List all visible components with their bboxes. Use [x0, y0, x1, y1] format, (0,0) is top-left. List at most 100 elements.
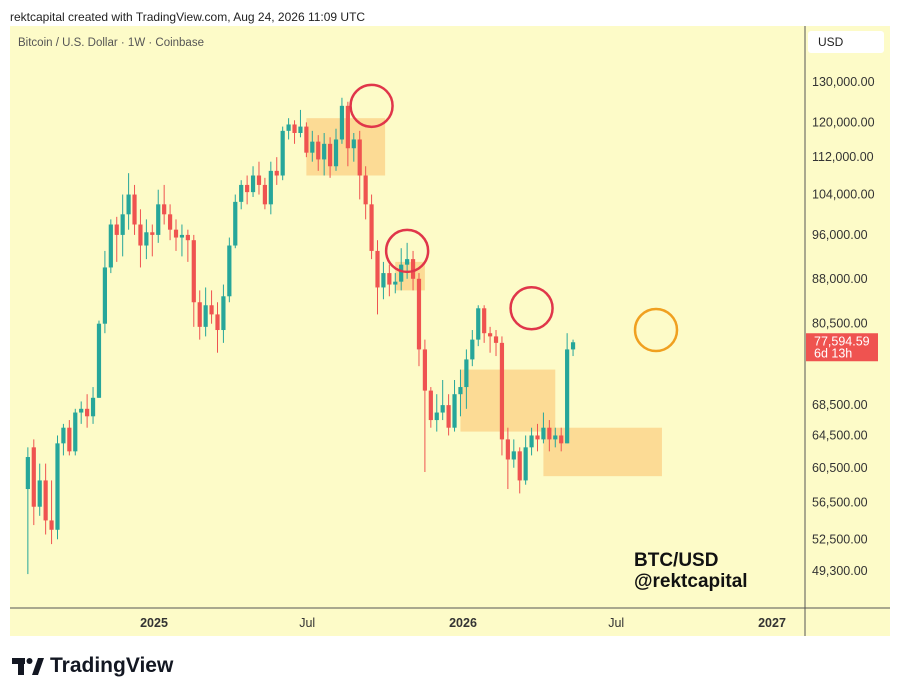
candle-body[interactable]: [416, 278, 422, 350]
candle-body[interactable]: [487, 333, 493, 337]
candle-body[interactable]: [31, 447, 36, 507]
candle-body[interactable]: [191, 240, 196, 303]
candle-body[interactable]: [173, 229, 179, 238]
candle-body[interactable]: [197, 302, 202, 327]
candle-body[interactable]: [120, 214, 125, 235]
candle-body[interactable]: [227, 245, 232, 297]
symbol-description[interactable]: Bitcoin / U.S. Dollar · 1W · Coinbase: [18, 37, 204, 49]
candle-body[interactable]: [245, 184, 250, 193]
candle-body[interactable]: [476, 308, 481, 340]
candle-body[interactable]: [570, 342, 576, 350]
candle-body[interactable]: [215, 314, 220, 331]
candle-body[interactable]: [505, 439, 510, 460]
candle-body[interactable]: [369, 204, 374, 251]
candle-body[interactable]: [363, 175, 368, 205]
candle-body[interactable]: [37, 480, 42, 507]
candle-body[interactable]: [316, 141, 321, 160]
currency-selector[interactable]: USD: [808, 31, 884, 53]
candle-body[interactable]: [61, 427, 66, 444]
candle-body[interactable]: [351, 139, 356, 149]
candle-body[interactable]: [393, 281, 398, 285]
candle-body[interactable]: [553, 435, 558, 440]
candle-body[interactable]: [517, 451, 522, 481]
candle-body[interactable]: [25, 457, 30, 490]
candle-body[interactable]: [428, 390, 433, 421]
candle-body[interactable]: [381, 273, 386, 288]
candle-body[interactable]: [470, 339, 475, 360]
candle-body[interactable]: [43, 480, 48, 521]
candle-body[interactable]: [422, 349, 428, 391]
candle-body[interactable]: [327, 143, 333, 167]
candle-body[interactable]: [67, 427, 72, 452]
candle-body[interactable]: [434, 412, 439, 421]
candle-body[interactable]: [167, 214, 173, 230]
candle-body[interactable]: [535, 435, 540, 440]
candle-body[interactable]: [239, 184, 244, 202]
candle-body[interactable]: [262, 184, 268, 205]
candle-body[interactable]: [559, 435, 564, 444]
candle-body[interactable]: [79, 408, 84, 413]
candle-body[interactable]: [482, 308, 487, 334]
candle-body[interactable]: [55, 443, 60, 530]
candle-body[interactable]: [126, 194, 131, 215]
candle-body[interactable]: [405, 259, 410, 265]
candle-body[interactable]: [150, 232, 155, 235]
candle-body[interactable]: [250, 175, 256, 193]
candle-body[interactable]: [333, 139, 339, 167]
candle-body[interactable]: [399, 264, 404, 282]
candle-body[interactable]: [274, 170, 279, 176]
candle-body[interactable]: [298, 126, 303, 133]
candle-body[interactable]: [493, 336, 499, 343]
candle-body[interactable]: [85, 408, 90, 417]
chart-frame[interactable]: [10, 26, 890, 636]
candle-body[interactable]: [268, 170, 273, 205]
candle-body[interactable]: [73, 412, 78, 452]
candle-body[interactable]: [102, 267, 107, 324]
candle-body[interactable]: [304, 126, 309, 153]
candle-body[interactable]: [114, 224, 119, 235]
candle-body[interactable]: [256, 175, 262, 185]
candle-body[interactable]: [387, 273, 392, 285]
candle-body[interactable]: [310, 141, 315, 153]
candle-body[interactable]: [292, 124, 297, 133]
candle-body[interactable]: [233, 201, 238, 246]
candle-body[interactable]: [221, 296, 226, 331]
candle-body[interactable]: [345, 105, 350, 149]
candle-body[interactable]: [523, 447, 528, 481]
candle-body[interactable]: [138, 224, 143, 246]
candle-body[interactable]: [132, 194, 137, 225]
candle-body[interactable]: [49, 520, 54, 530]
candle-body[interactable]: [108, 224, 113, 268]
candle-body[interactable]: [280, 130, 285, 176]
candle-body[interactable]: [357, 139, 362, 176]
candle-body[interactable]: [179, 234, 185, 238]
candle-body[interactable]: [499, 342, 505, 440]
candle-body[interactable]: [529, 435, 534, 448]
candle-body[interactable]: [440, 405, 445, 413]
candle-body[interactable]: [156, 204, 161, 235]
candle-body[interactable]: [452, 394, 457, 428]
candle-body[interactable]: [144, 232, 149, 246]
candle-body[interactable]: [446, 405, 451, 428]
tradingview-logo-icon: [12, 658, 44, 675]
candle-body[interactable]: [322, 143, 327, 160]
candle-body[interactable]: [464, 359, 469, 388]
candle-body[interactable]: [162, 204, 167, 215]
candle-body[interactable]: [90, 397, 96, 417]
candle-body[interactable]: [547, 427, 552, 440]
chart-watermark-line: BTC/USD: [634, 550, 718, 571]
candle-body[interactable]: [339, 105, 345, 140]
candle-body[interactable]: [209, 305, 214, 315]
candle-body[interactable]: [203, 305, 208, 327]
candle-body[interactable]: [96, 323, 102, 398]
candle-body[interactable]: [410, 259, 416, 279]
candle-body[interactable]: [375, 250, 380, 288]
candle-body[interactable]: [458, 387, 463, 395]
candle-body[interactable]: [565, 349, 570, 444]
candle-body[interactable]: [286, 124, 291, 131]
candle-body[interactable]: [185, 234, 190, 241]
candle-body[interactable]: [541, 427, 546, 440]
tradingview-brand[interactable]: TradingView: [12, 654, 173, 678]
candle-body[interactable]: [511, 451, 516, 460]
